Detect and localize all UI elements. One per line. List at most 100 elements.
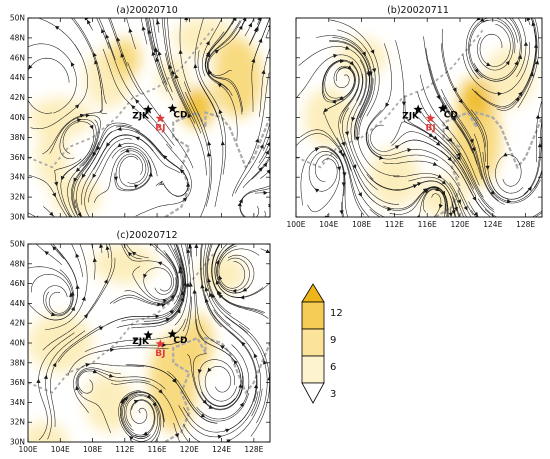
streamline-arrow <box>98 326 104 331</box>
streamline-arrow <box>155 314 160 319</box>
streamline <box>440 88 499 202</box>
streamline-arrow <box>117 143 122 148</box>
streamline-arrow <box>168 64 173 70</box>
streamline-arrow <box>401 101 407 106</box>
streamline-arrow <box>432 135 438 140</box>
streamline <box>429 63 483 180</box>
streamline-arrow <box>69 292 74 298</box>
y-tick-label: 50N <box>10 240 25 249</box>
site-cd-marker <box>167 103 178 113</box>
streamline-arrow <box>178 265 183 271</box>
streamline-arrow <box>204 298 209 303</box>
streamline-arrow <box>263 190 268 195</box>
streamline-arrow <box>171 70 176 75</box>
streamline <box>451 202 456 217</box>
streamline <box>423 36 473 154</box>
streamline-arrow <box>206 152 212 157</box>
y-tick-label: 48N <box>10 33 25 42</box>
streamline-arrow <box>87 19 91 25</box>
streamline <box>150 244 158 250</box>
streamline <box>111 146 152 192</box>
streamline <box>108 18 141 95</box>
colorbar-band <box>301 355 325 384</box>
axis-ticks: 30N 32N 34N 36N 38N 40N 42N 44N 46N 48N 50N <box>10 14 270 222</box>
wind-speed-blob <box>181 313 214 373</box>
streamline-arrow <box>262 359 267 365</box>
streamline <box>495 154 524 194</box>
streamline-arrow <box>79 113 85 118</box>
streamline <box>195 291 244 399</box>
streamlines <box>28 244 270 442</box>
streamline-arrow <box>207 367 212 373</box>
streamline-arrow <box>358 192 362 197</box>
streamline-arrow <box>506 199 512 204</box>
streamline-arrow <box>248 22 252 28</box>
streamline-arrow <box>436 94 441 100</box>
streamline-arrow <box>194 244 199 249</box>
streamline-arrow <box>351 116 356 122</box>
streamline-arrow <box>239 402 244 408</box>
streamline <box>523 118 542 195</box>
streamline-arrow <box>314 188 320 193</box>
y-tick-label: 34N <box>10 173 25 182</box>
streamline <box>534 170 542 189</box>
streamline <box>235 121 270 194</box>
streamline <box>93 150 147 203</box>
streamline-arrow <box>266 141 270 147</box>
streamline-arrow <box>182 197 188 202</box>
streamline <box>357 78 400 177</box>
wind-speed-blob <box>28 422 69 442</box>
wind-speed-blob <box>213 37 262 118</box>
streamline-arrow <box>36 378 41 383</box>
streamline-arrow <box>75 253 80 258</box>
streamline <box>204 366 237 402</box>
streamline <box>323 68 356 171</box>
streamline <box>259 47 270 118</box>
streamline <box>185 18 187 23</box>
streamline-arrow <box>217 83 223 88</box>
streamline-arrow <box>238 25 243 30</box>
streamline <box>85 18 93 31</box>
colorbar: 12 9 6 3 <box>301 283 343 404</box>
streamline-arrow <box>204 286 209 292</box>
streamline-arrow <box>60 175 65 181</box>
site-cd-label: CD <box>173 111 187 121</box>
y-tick-label: 36N <box>10 378 25 387</box>
streamline-arrow <box>523 41 529 46</box>
streamline <box>199 81 224 207</box>
streamline-arrow <box>43 374 48 380</box>
streamline-arrow <box>49 211 54 217</box>
streamline-arrow <box>218 293 223 299</box>
y-tick-label: 42N <box>10 93 25 102</box>
streamline <box>135 143 192 217</box>
streamline-arrow <box>92 173 97 179</box>
y-tick-label: 40N <box>10 339 25 348</box>
streamline <box>479 23 511 67</box>
streamline-arrow <box>187 113 192 119</box>
streamline <box>31 274 72 314</box>
colorbar-band <box>301 328 325 357</box>
streamline <box>536 99 542 163</box>
streamline <box>496 18 538 111</box>
streamline-arrow <box>50 312 56 317</box>
colorbar-label-9: 9 <box>330 335 336 346</box>
streamline-arrow <box>133 337 138 343</box>
streamline-arrow <box>258 167 263 172</box>
streamline <box>211 244 269 319</box>
streamline-arrow <box>422 188 428 193</box>
panel-c-title: (c)20020712 <box>117 230 178 241</box>
streamline-arrow <box>183 281 188 286</box>
streamline-arrow <box>193 63 198 69</box>
streamline-arrow <box>133 399 139 404</box>
site-zjk-marker <box>143 104 153 114</box>
streamline-arrow <box>342 172 347 177</box>
streamline <box>118 148 149 187</box>
streamline-arrow <box>131 105 136 110</box>
streamline-arrow <box>533 43 539 48</box>
streamline <box>350 59 374 180</box>
streamline <box>477 19 514 71</box>
streamline-arrow <box>135 99 140 104</box>
streamline-arrow <box>75 284 80 290</box>
streamline-arrow <box>162 299 168 304</box>
